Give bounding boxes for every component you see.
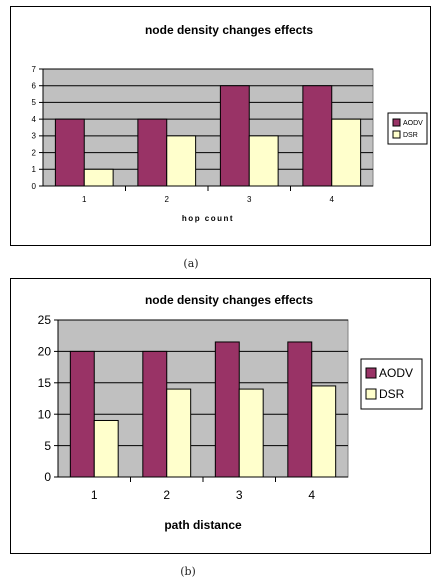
chart-a-y-tick-label: 0 xyxy=(32,182,37,191)
chart-panel-a: node density changes effects 0 1 2 3 4 5 6 7 1 2 3 4… xyxy=(10,6,431,246)
chart-a-legend-swatch-aodv xyxy=(392,118,401,127)
chart-a-y-tick-label: 5 xyxy=(32,98,37,107)
chart-b-title: node density changes effects xyxy=(145,293,313,307)
chart-a-bar-dsr-3 xyxy=(248,135,279,187)
chart-b-bar-dsr-1 xyxy=(93,419,119,478)
chart-a-y-tick-label: 2 xyxy=(32,148,37,157)
chart-b-y-tick-label: 0 xyxy=(44,470,51,484)
chart-b-bar-dsr-4 xyxy=(311,385,337,478)
chart-b-legend-label-dsr: DSR xyxy=(379,387,405,401)
chart-b: node density changes effects 0 5 10 15 20 25 1 2… xyxy=(38,293,423,532)
chart-a-legend-label-aodv: AODV xyxy=(403,120,423,127)
chart-a-bar-dsr-1 xyxy=(83,168,114,187)
chart-a-x-label: hop count xyxy=(182,214,234,223)
chart-a-y-tick-label: 6 xyxy=(32,82,37,91)
chart-a-x-tick-label: 3 xyxy=(247,195,252,204)
chart-a-y-tick-label: 4 xyxy=(32,115,37,124)
chart-a-bar-aodv-2 xyxy=(137,118,168,187)
chart-b-legend-swatch-dsr xyxy=(365,388,377,400)
chart-b-bar-aodv-2 xyxy=(142,350,168,478)
caption-a: (a) xyxy=(183,257,199,270)
chart-b-y-tick-label: 10 xyxy=(38,407,52,421)
chart-b-y-tick-label: 5 xyxy=(44,439,51,453)
chart-a-y-tick-label: 3 xyxy=(32,132,37,141)
chart-b-x-tick-label: 3 xyxy=(236,488,243,502)
chart-b-x-label: path distance xyxy=(164,518,242,532)
chart-b-bar-dsr-2 xyxy=(166,388,192,478)
chart-a-bar-aodv-4 xyxy=(302,85,333,187)
chart-a-legend-swatch-dsr xyxy=(392,130,401,139)
chart-b-x-tick-label: 2 xyxy=(163,488,170,502)
chart-a-y-tick-label: 1 xyxy=(32,165,37,174)
chart-b-bar-dsr-3 xyxy=(238,388,264,478)
chart-a-bar-aodv-3 xyxy=(219,85,250,187)
chart-b-y-tick-label: 25 xyxy=(38,313,52,327)
chart-b-x-tick-label: 4 xyxy=(308,488,315,502)
chart-b-legend-swatch-aodv xyxy=(365,367,377,379)
chart-a-bar-dsr-4 xyxy=(331,118,362,187)
chart-a-legend-label-dsr: DSR xyxy=(403,132,418,139)
chart-a-legend xyxy=(387,112,428,145)
chart-a-x-tick-label: 2 xyxy=(165,195,170,204)
chart-b-bar-aodv-1 xyxy=(69,350,95,478)
chart-b-legend-label-aodv: AODV xyxy=(379,366,413,380)
chart-a-x-tick-label: 4 xyxy=(330,195,335,204)
chart-a-x-tick-label: 1 xyxy=(82,195,87,204)
chart-panel-b: node density changes effects 0 5 10 15 20 25 1 2… xyxy=(10,278,431,554)
chart-b-x-tick-label: 1 xyxy=(91,488,98,502)
chart-b-bar-aodv-3 xyxy=(214,341,240,478)
chart-a-bar-dsr-2 xyxy=(166,135,197,187)
chart-a-y-tick-label: 7 xyxy=(32,65,37,74)
chart-a-bar-aodv-1 xyxy=(54,118,85,187)
caption-b: (b) xyxy=(180,565,196,578)
chart-b-y-tick-label: 20 xyxy=(38,345,52,359)
chart-a-title: node density changes effects xyxy=(145,23,313,37)
chart-a: node density changes effects 0 1 2 3 4 5 6 7 1 2 3 4… xyxy=(32,23,428,223)
chart-b-y-tick-label: 15 xyxy=(38,376,52,390)
chart-b-bar-aodv-4 xyxy=(287,341,313,478)
chart-b-legend xyxy=(360,358,423,410)
